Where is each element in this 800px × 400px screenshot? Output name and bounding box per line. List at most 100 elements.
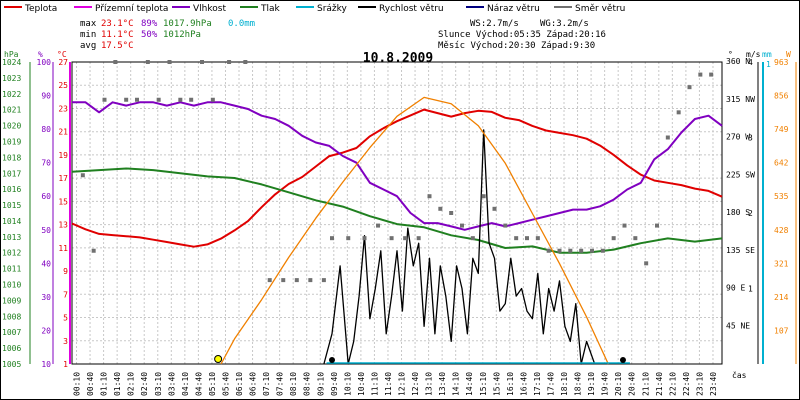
pct-tick-label: 40 (41, 259, 51, 268)
hpa-tick-label: 1016 (2, 185, 21, 194)
axis-title-hpa: hPa (4, 50, 19, 59)
hpa-tick-label: 1017 (2, 169, 21, 178)
wind-direction-point (321, 278, 326, 283)
time-tick-label: 11:40 (384, 372, 393, 396)
wind-direction-point (281, 278, 286, 283)
axes (29, 61, 797, 365)
stats-min-label: min (80, 30, 96, 40)
pct-tick-label: 100 (37, 58, 52, 67)
time-tick-label: 03:10 (154, 372, 163, 396)
wind-direction-point (611, 236, 616, 241)
wind-direction-point (644, 261, 649, 266)
w-tick-label: 642 (774, 159, 789, 168)
hpa-tick-label: 1024 (2, 58, 21, 67)
axis-title-time: čas (732, 370, 747, 380)
time-tick-label: 19:10 (587, 372, 596, 396)
hpa-tick-label: 1008 (2, 312, 21, 321)
time-tick-label: 22:40 (682, 372, 691, 396)
time-tick-label: 08:40 (303, 372, 312, 396)
c-tick-label: 1 (63, 360, 68, 369)
c-tick-label: 21 (58, 128, 68, 137)
hpa-tick-label: 1014 (2, 217, 21, 226)
stats-max-label: max (80, 19, 97, 29)
legend: Teplota Přízemní teplota Vlhkost Tlak Sr… (4, 4, 625, 14)
plot-frame (71, 61, 723, 365)
stats-wg: WG:3.2m/s (540, 19, 589, 29)
series-layer (71, 60, 723, 365)
wind-direction-point (568, 248, 573, 253)
w-tick-label: 321 (774, 259, 789, 268)
w-tick-label: 214 (774, 293, 789, 302)
wind-direction-point (210, 97, 215, 102)
stats-max-rain: 0.0mm (228, 19, 255, 29)
wind-direction-point (687, 85, 692, 90)
time-tick-label: 00:10 (73, 372, 82, 396)
wind-direction-point (124, 97, 129, 102)
wind-direction-point (389, 236, 394, 241)
mm-tick-label: 1 (766, 60, 771, 69)
wind-direction-point (709, 72, 714, 77)
ms-tick-label: 3 (748, 134, 753, 143)
wind-direction-point (525, 236, 529, 241)
wind-direction-point (600, 248, 605, 253)
wind-direction-point (665, 135, 670, 140)
time-tick-label: 17:40 (546, 372, 555, 396)
hpa-tick-label: 1022 (2, 90, 21, 99)
c-tick-label: 27 (58, 58, 68, 67)
time-tick-label: 22:10 (668, 372, 677, 396)
stats-min-hum: 50% (141, 30, 158, 40)
wind-direction-point (403, 236, 408, 241)
axis-title-deg: ° (728, 50, 733, 59)
time-tick-label: 05:10 (208, 372, 217, 396)
pct-tick-label: 60 (41, 192, 51, 201)
wind-direction-point (145, 60, 150, 64)
time-tick-label: 09:10 (316, 372, 325, 396)
time-tick-label: 13:10 (425, 372, 434, 396)
time-tick-label: 23:10 (695, 372, 704, 396)
time-tick-label: 10:10 (343, 372, 352, 396)
hpa-tick-label: 1019 (2, 137, 21, 146)
time-tick-label: 11:10 (370, 372, 379, 396)
c-tick-label: 17 (58, 174, 68, 183)
time-tick-label: 16:40 (519, 372, 528, 396)
series-line-tlak (71, 167, 723, 254)
time-tick-label: 04:10 (181, 372, 190, 396)
deg-tick-label: 135 SE (726, 246, 755, 255)
ms-tick-label: 2 (748, 209, 753, 218)
c-tick-label: 25 (58, 81, 68, 90)
wind-direction-point (438, 206, 443, 211)
hpa-tick-label: 1013 (2, 233, 21, 242)
wind-direction-point (227, 60, 232, 64)
wind-direction-point (460, 223, 464, 228)
wind-direction-point (698, 72, 703, 77)
time-tick-label: 07:10 (262, 372, 271, 396)
wind-direction-point (622, 223, 627, 228)
stats-max-press: 1017.9hPa (163, 19, 212, 29)
chart-title: 10.8.2009 (363, 51, 433, 66)
hpa-tick-label: 1006 (2, 344, 21, 353)
stats-avg-temp: 17.5°C (101, 41, 134, 51)
wind-direction-point (503, 223, 508, 228)
time-tick-label: 06:40 (249, 372, 258, 396)
wind-direction-point (449, 211, 454, 215)
wind-direction-point (330, 236, 334, 241)
w-tick-label: 963 (774, 58, 789, 67)
hpa-tick-label: 1021 (2, 106, 21, 115)
time-tick-label: 21:10 (641, 372, 650, 396)
c-tick-label: 9 (63, 267, 68, 276)
wind-direction-point (189, 97, 194, 102)
time-tick-label: 04:40 (194, 372, 203, 396)
wind-direction-point (514, 236, 519, 241)
wind-direction-point (308, 278, 313, 283)
wind-direction-point (590, 248, 594, 253)
time-tick-label: 07:40 (276, 372, 285, 396)
wind-direction-point (470, 236, 475, 241)
stats-min-press: 1012hPa (163, 30, 201, 40)
time-tick-label: 17:10 (533, 372, 542, 396)
wind-direction-point (156, 97, 161, 102)
tick-labels: 00:10 00:40 01:10 01:40 02:10 02:40 03:10 03:40… (2, 57, 789, 396)
axis-title-c: °C (57, 50, 67, 59)
wind-direction-point (481, 194, 486, 199)
wind-direction-point (655, 223, 659, 228)
